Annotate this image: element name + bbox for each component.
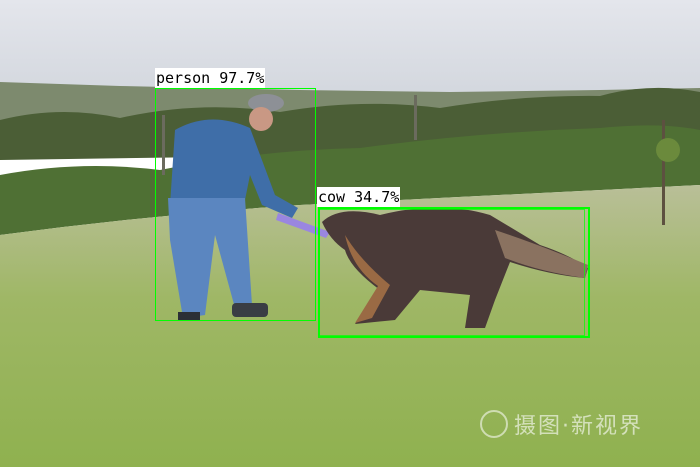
sapling (656, 120, 680, 225)
utility-pole (414, 95, 417, 140)
utility-pole (162, 115, 165, 175)
cow-inner-bounding-box (318, 209, 585, 336)
cow-bounding-box (318, 207, 590, 338)
person-detection-label: person 97.7% (155, 68, 266, 88)
sky (0, 0, 700, 95)
dog (322, 207, 588, 328)
person-bounding-box (155, 88, 316, 321)
cow-detection-label: cow 34.7% (317, 187, 401, 207)
person (168, 94, 330, 321)
watermark-text: 摄图·新视界 (514, 414, 643, 439)
watermark-logo-icon (480, 410, 508, 438)
watermark: 摄图·新视界 (480, 408, 643, 440)
